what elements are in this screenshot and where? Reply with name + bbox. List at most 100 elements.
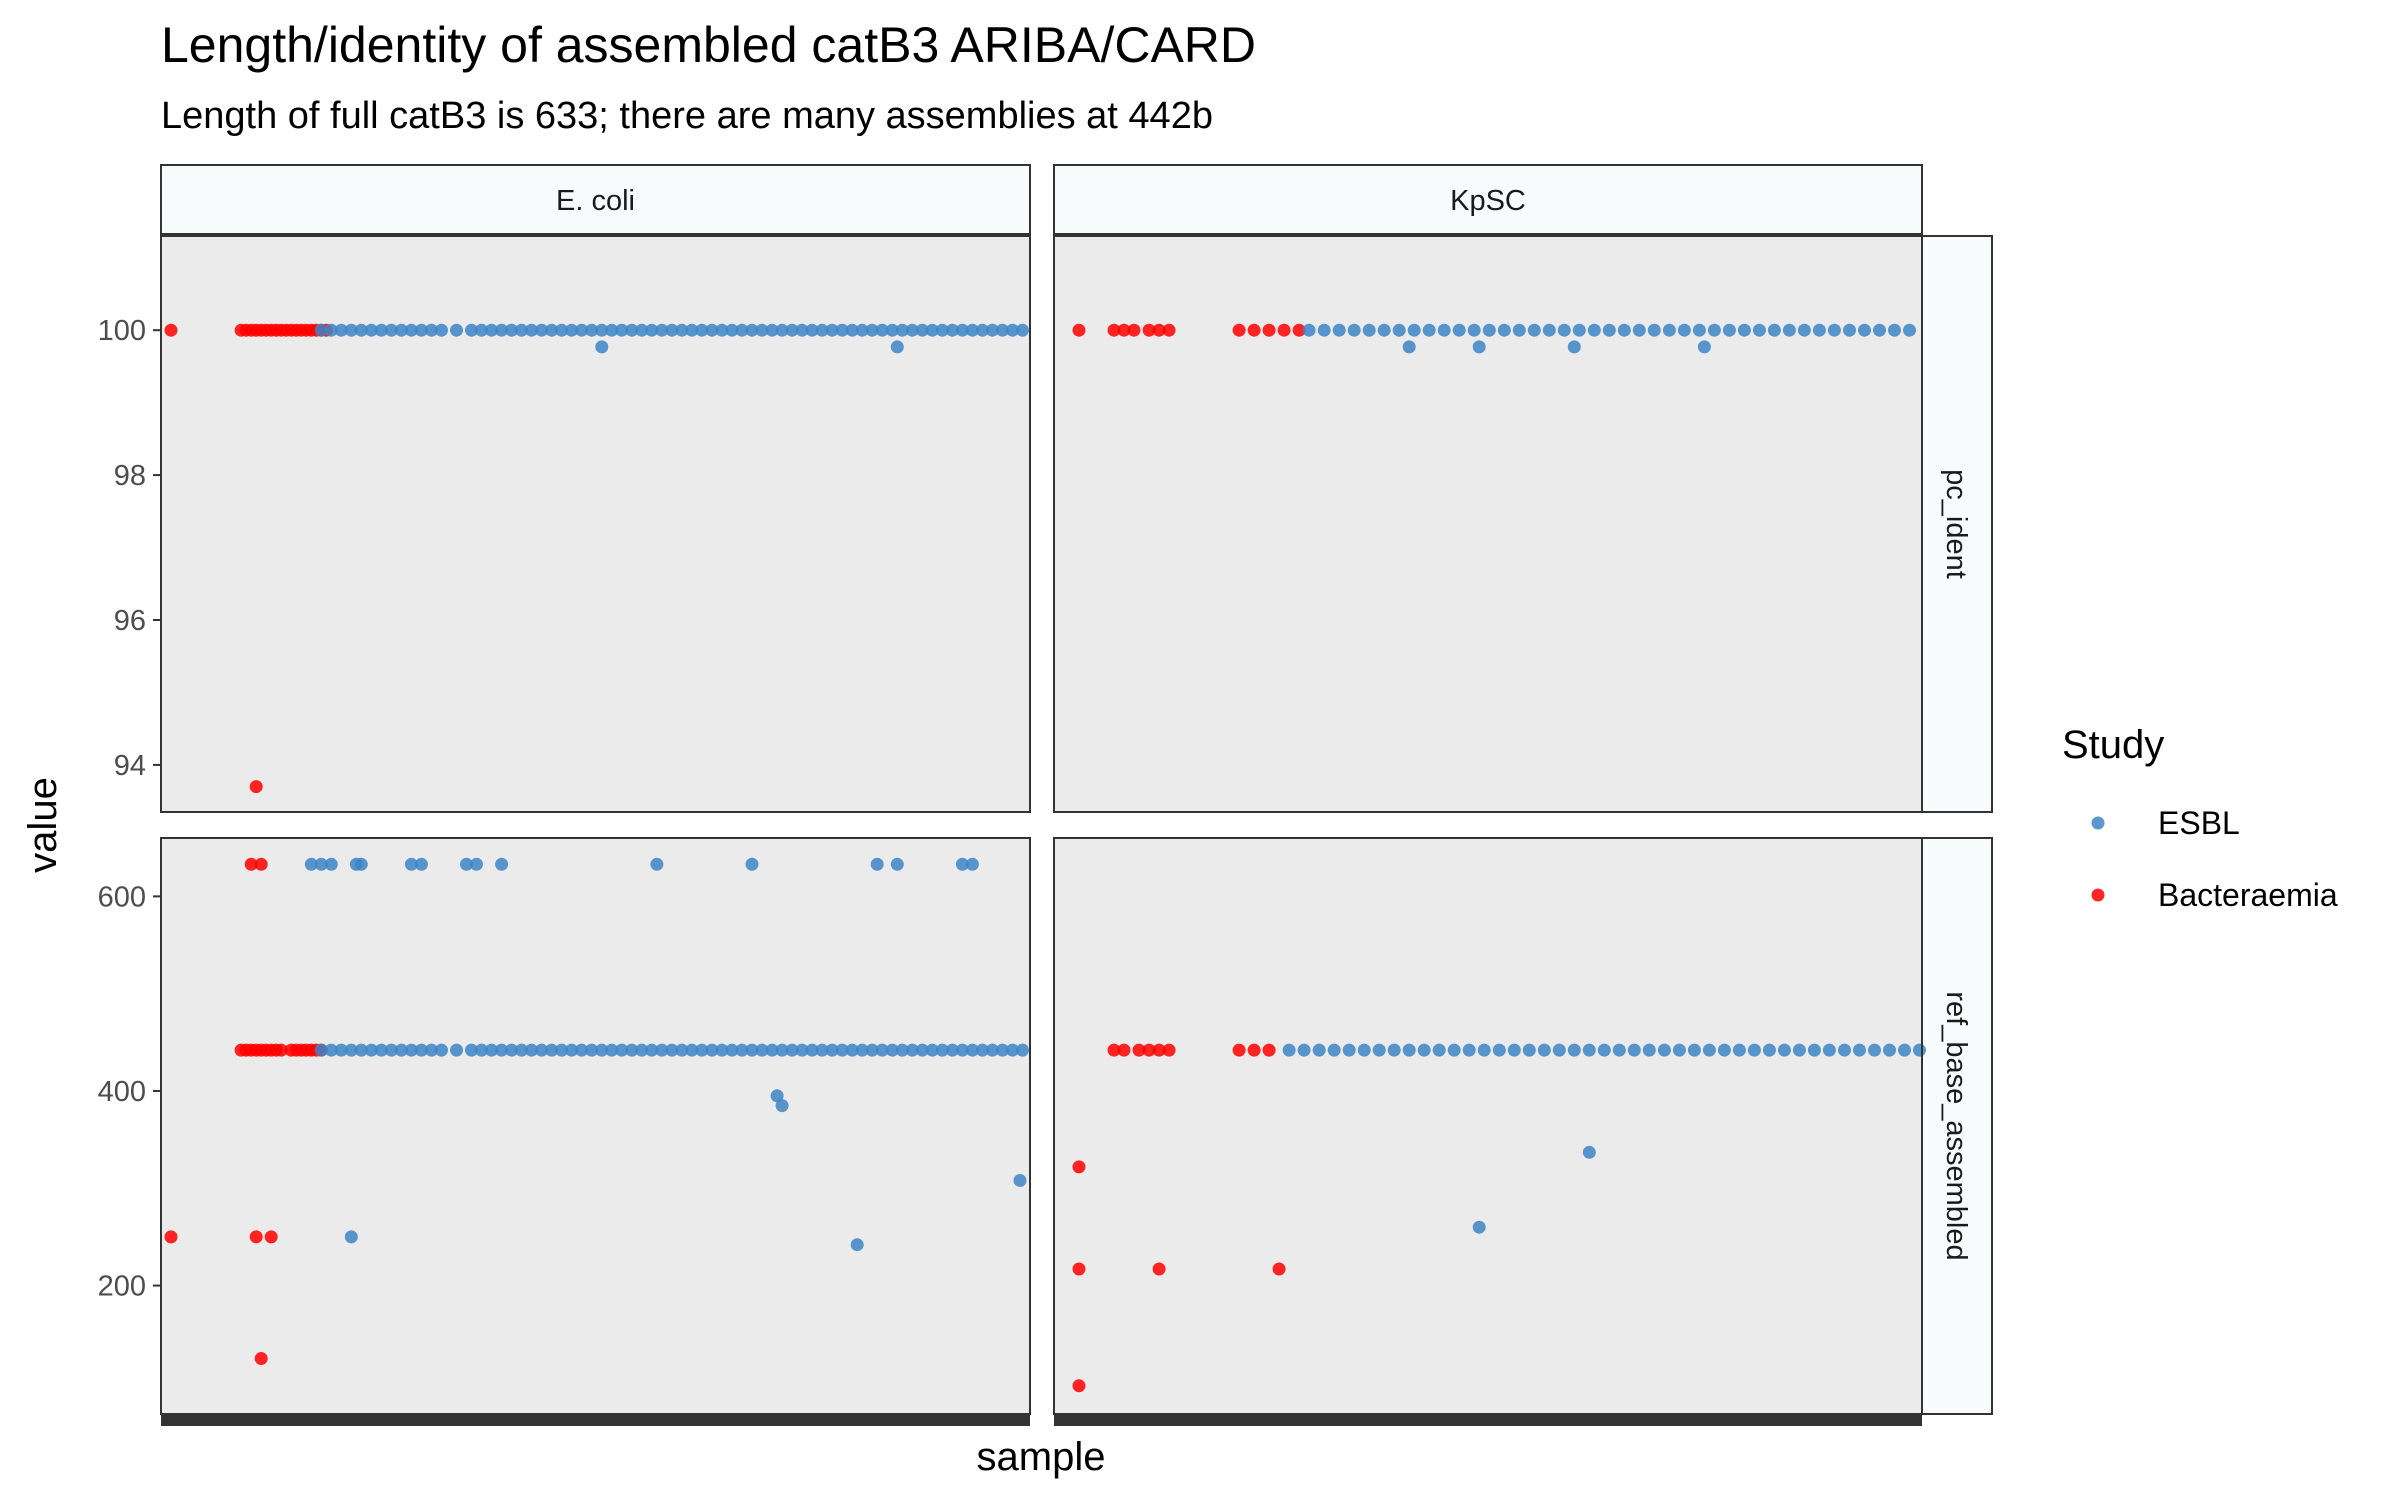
point-esbl — [865, 1043, 879, 1057]
legend-entries: ESBL Bacteraemia — [2091, 805, 2338, 913]
point-esbl — [905, 1043, 919, 1057]
point-esbl — [394, 1043, 408, 1057]
point-esbl — [655, 323, 669, 337]
point-esbl — [344, 1043, 358, 1057]
point-esbl — [1822, 1043, 1836, 1057]
point-esbl — [725, 323, 739, 337]
point-esbl — [394, 323, 408, 337]
point-esbl — [1512, 323, 1526, 337]
point-esbl — [1482, 323, 1496, 337]
point-esbl — [925, 1043, 939, 1057]
point-esbl — [535, 1043, 549, 1057]
point-esbl — [404, 323, 418, 337]
point-esbl — [825, 323, 839, 337]
point-esbl — [885, 1043, 899, 1057]
strip-ref-base-assembled — [1921, 837, 1993, 1415]
point-esbl — [695, 323, 709, 337]
point-esbl — [1347, 323, 1361, 337]
strip-ref-base-assembled-label: ref_base_assembled — [1940, 991, 1972, 1260]
point-esbl — [1362, 323, 1376, 337]
point-esbl — [835, 1043, 849, 1057]
point-esbl — [875, 323, 889, 337]
point-esbl — [384, 323, 398, 337]
strip-kpsc-label: KpSC — [1450, 185, 1526, 217]
point-bacteraemia — [1162, 1043, 1176, 1057]
point-bacteraemia — [1277, 323, 1291, 337]
point-esbl — [354, 857, 368, 871]
panel-border — [1053, 235, 1923, 813]
point-esbl — [1858, 323, 1871, 337]
point-esbl — [755, 323, 769, 337]
point-bacteraemia — [1272, 1262, 1286, 1276]
row-strips: pc_ident ref_base_assembled — [1921, 235, 1993, 1415]
point-bacteraemia — [1107, 1043, 1121, 1057]
point-esbl — [450, 323, 463, 337]
point-esbl — [785, 323, 799, 337]
point-esbl — [915, 1043, 929, 1057]
y-tick-label: 400 — [98, 1076, 146, 1108]
point-esbl — [795, 1043, 809, 1057]
point-esbl — [425, 1043, 438, 1057]
point-esbl — [1387, 1043, 1401, 1057]
point-esbl — [575, 323, 589, 337]
point-esbl — [996, 323, 1009, 337]
point-esbl — [1903, 323, 1916, 337]
point-esbl — [344, 1230, 358, 1244]
point-esbl — [1883, 1043, 1896, 1057]
point-esbl — [945, 1043, 959, 1057]
strip-ecoli-label: E. coli — [556, 185, 635, 217]
point-esbl — [825, 1043, 839, 1057]
point-bacteraemia — [1262, 1043, 1276, 1057]
point-esbl — [1807, 1043, 1821, 1057]
point-esbl — [495, 857, 509, 871]
panel-kpsc-ref-base-assembled — [1053, 837, 1926, 1426]
point-esbl — [1472, 340, 1486, 354]
point-bacteraemia — [249, 1230, 263, 1244]
point-esbl — [650, 857, 664, 871]
point-esbl — [485, 1043, 499, 1057]
point-esbl — [1617, 323, 1631, 337]
point-esbl — [625, 323, 639, 337]
point-esbl — [450, 1043, 463, 1057]
point-esbl — [1357, 1043, 1371, 1057]
point-esbl — [1853, 1043, 1866, 1057]
point-esbl — [525, 323, 539, 337]
y-tick-label: 200 — [98, 1271, 146, 1303]
point-esbl — [595, 323, 609, 337]
point-esbl — [1557, 323, 1571, 337]
point-esbl — [354, 1043, 368, 1057]
point-esbl — [1342, 1043, 1356, 1057]
point-esbl — [965, 1043, 979, 1057]
point-esbl — [1702, 1043, 1716, 1057]
x-axis-title: sample — [977, 1435, 1106, 1479]
point-esbl — [435, 1043, 448, 1057]
point-esbl — [515, 1043, 529, 1057]
point-esbl — [374, 323, 388, 337]
point-esbl — [1507, 1043, 1521, 1057]
point-esbl — [935, 1043, 949, 1057]
point-esbl — [1522, 1043, 1536, 1057]
point-esbl — [755, 1043, 769, 1057]
point-esbl — [354, 323, 368, 337]
point-esbl — [1572, 323, 1586, 337]
point-esbl — [1627, 1043, 1641, 1057]
point-esbl — [1717, 1043, 1731, 1057]
point-esbl — [845, 1043, 859, 1057]
point-esbl — [1888, 323, 1901, 337]
point-esbl — [745, 1043, 759, 1057]
point-esbl — [1016, 1043, 1029, 1057]
x-axis-tick-band — [1054, 1414, 1922, 1426]
point-esbl — [715, 1043, 729, 1057]
panel-kpsc-pc-ident — [1053, 235, 1923, 813]
point-esbl — [475, 1043, 489, 1057]
point-esbl — [1797, 323, 1811, 337]
strip-pc-ident-label: pc_ident — [1940, 469, 1972, 579]
point-esbl — [314, 323, 328, 337]
point-esbl — [795, 323, 809, 337]
point-esbl — [905, 323, 919, 337]
y-tick-label: 600 — [98, 881, 146, 913]
point-esbl — [1692, 323, 1706, 337]
point-esbl — [1827, 323, 1841, 337]
point-esbl — [975, 1043, 989, 1057]
